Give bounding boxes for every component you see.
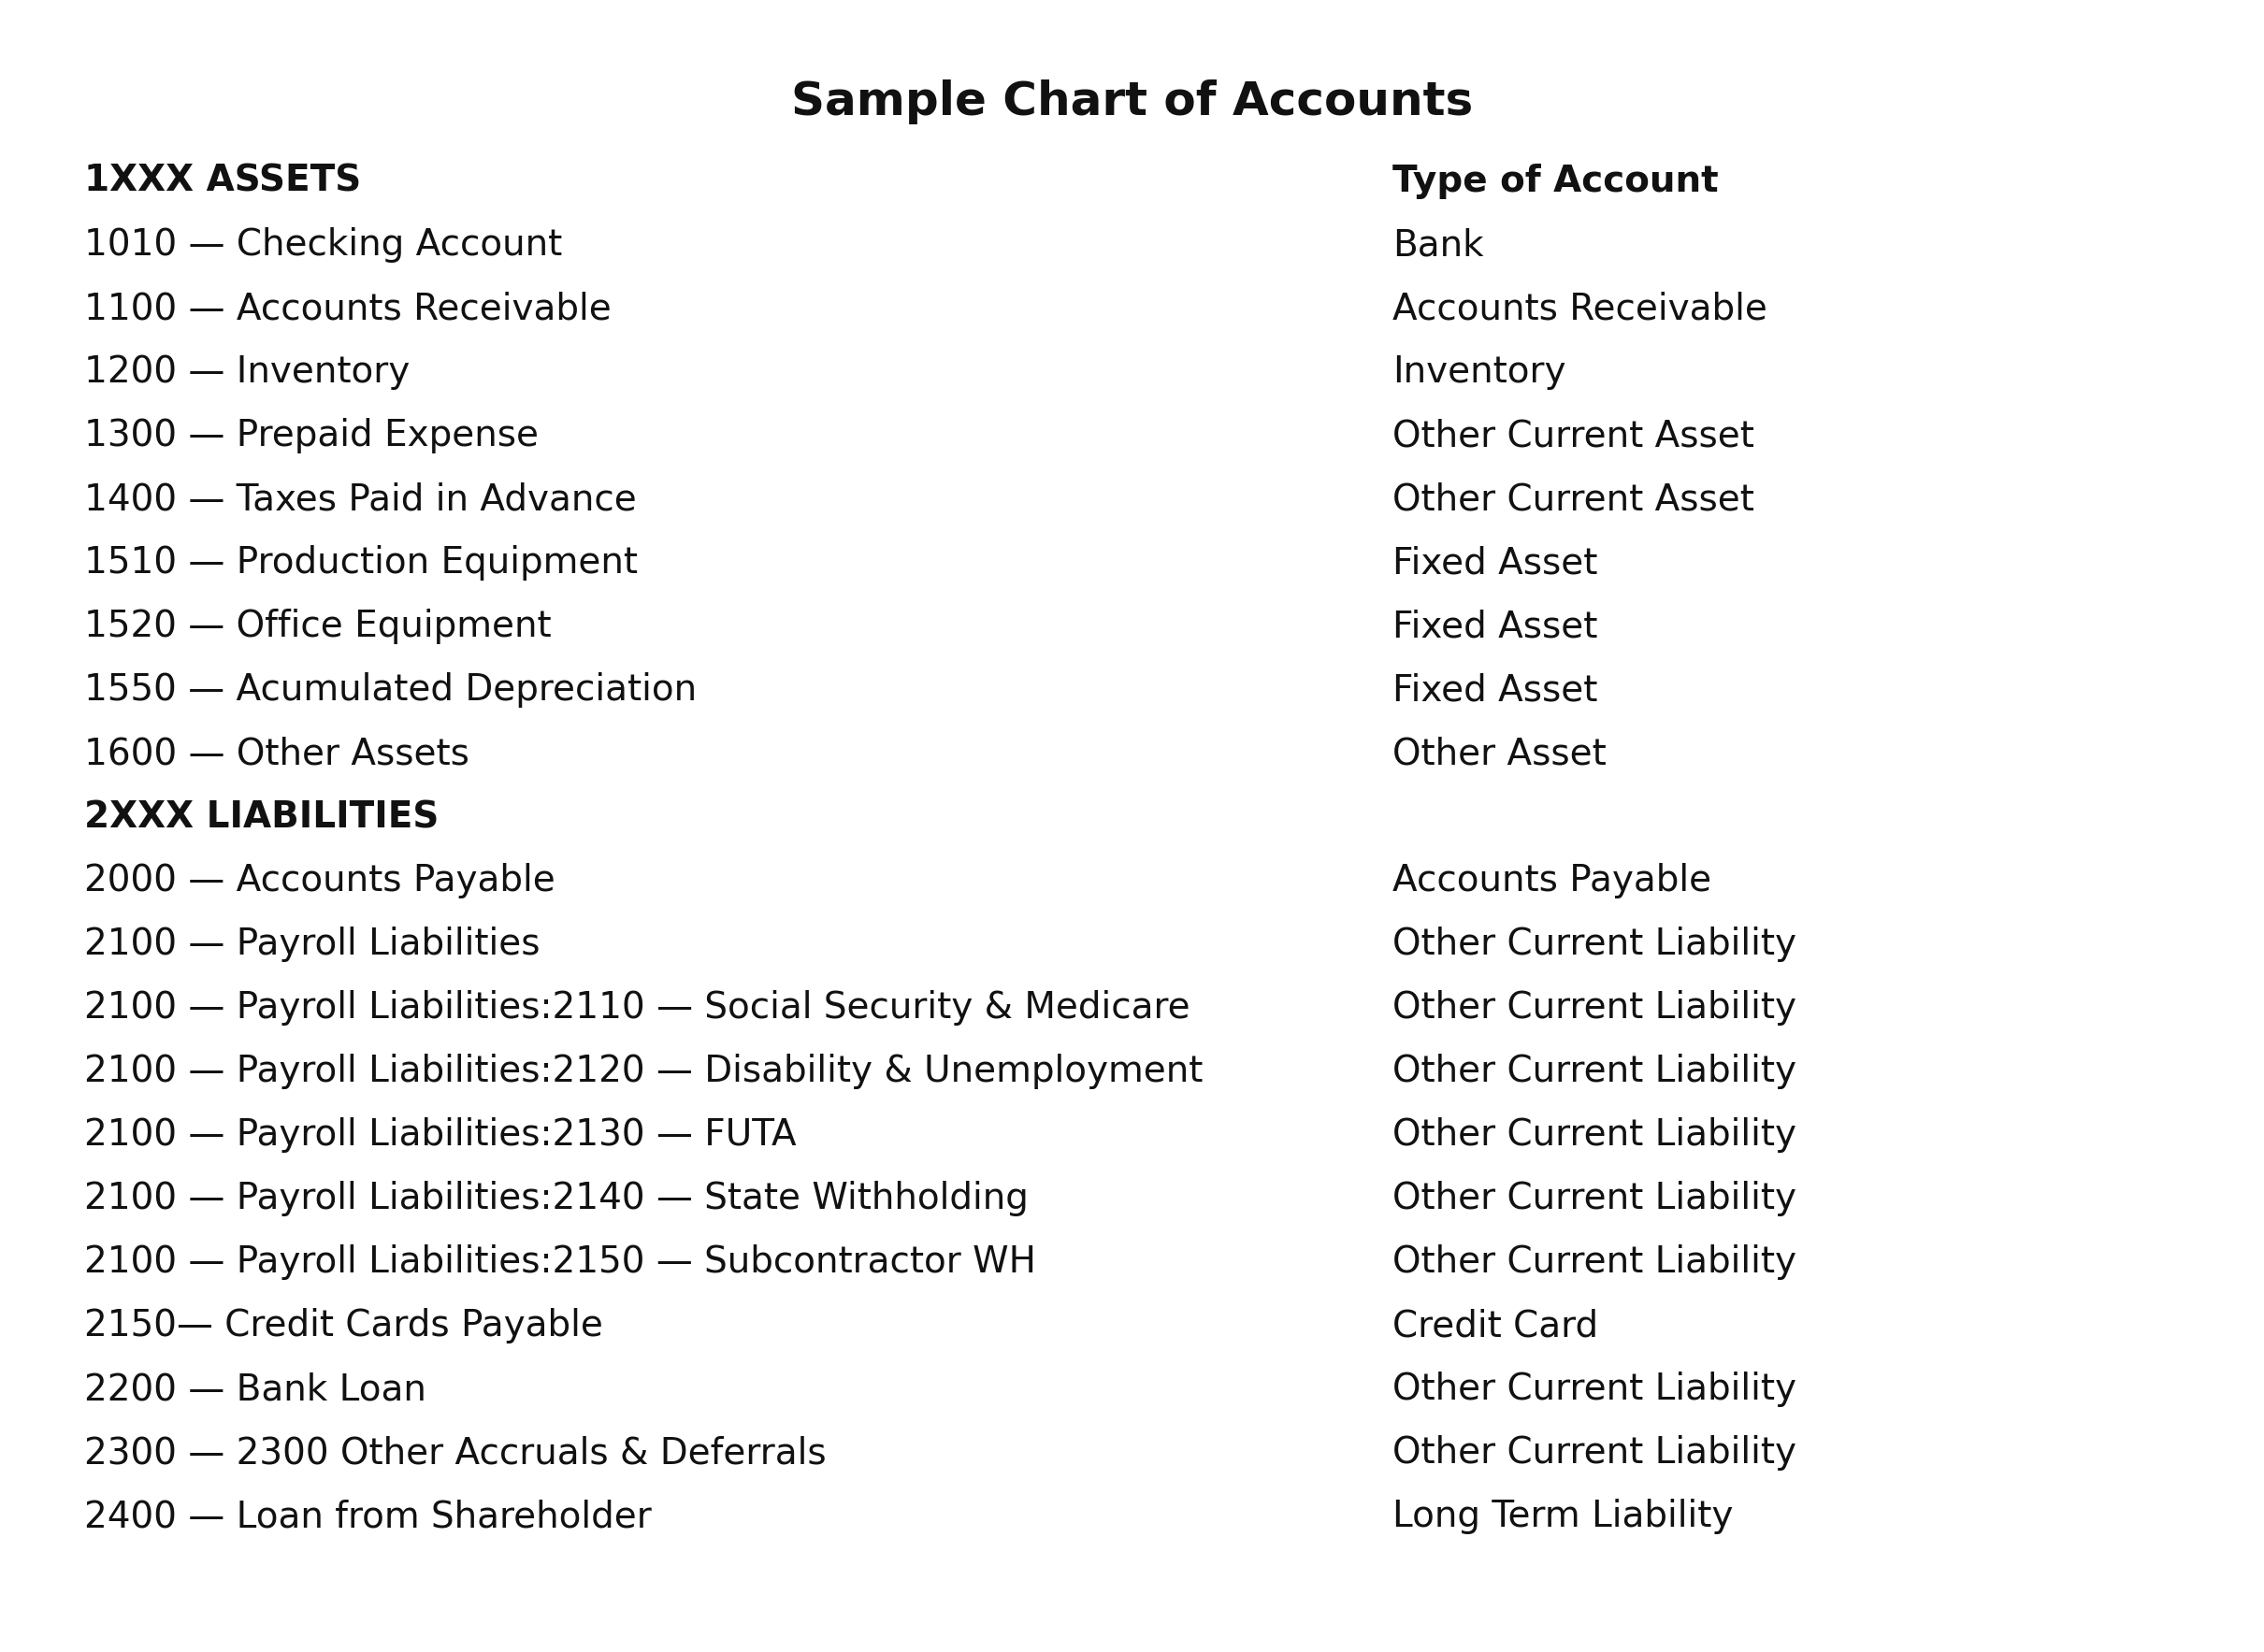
Text: 1510 — Production Equipment: 1510 — Production Equipment xyxy=(84,545,638,580)
Text: 1200 — Inventory: 1200 — Inventory xyxy=(84,354,410,390)
Text: Accounts Payable: Accounts Payable xyxy=(1392,862,1712,899)
Text: Other Current Liability: Other Current Liability xyxy=(1392,1244,1795,1280)
Text: 1XXX ASSETS: 1XXX ASSETS xyxy=(84,164,360,200)
Text: 1300 — Prepaid Expense: 1300 — Prepaid Expense xyxy=(84,418,539,453)
Text: 2100 — Payroll Liabilities:2130 — FUTA: 2100 — Payroll Liabilities:2130 — FUTA xyxy=(84,1117,797,1153)
Text: 1520 — Office Equipment: 1520 — Office Equipment xyxy=(84,608,550,644)
Text: Other Current Liability: Other Current Liability xyxy=(1392,1054,1795,1089)
Text: Other Current Liability: Other Current Liability xyxy=(1392,990,1795,1026)
Text: 2000 — Accounts Payable: 2000 — Accounts Payable xyxy=(84,862,555,899)
Text: 2100 — Payroll Liabilities:2110 — Social Security & Medicare: 2100 — Payroll Liabilities:2110 — Social… xyxy=(84,990,1189,1026)
Text: Credit Card: Credit Card xyxy=(1392,1308,1598,1343)
Text: Inventory: Inventory xyxy=(1392,354,1567,390)
Text: Accounts Receivable: Accounts Receivable xyxy=(1392,291,1768,327)
Text: 1010 — Checking Account: 1010 — Checking Account xyxy=(84,228,561,263)
Text: Other Asset: Other Asset xyxy=(1392,735,1605,771)
Text: 2150— Credit Cards Payable: 2150— Credit Cards Payable xyxy=(84,1308,602,1343)
Text: Other Current Liability: Other Current Liability xyxy=(1392,927,1795,961)
Text: Other Current Liability: Other Current Liability xyxy=(1392,1436,1795,1470)
Text: 2100 — Payroll Liabilities:2150 — Subcontractor WH: 2100 — Payroll Liabilities:2150 — Subcon… xyxy=(84,1244,1035,1280)
Text: 2XXX LIABILITIES: 2XXX LIABILITIES xyxy=(84,800,439,834)
Text: 2200 — Bank Loan: 2200 — Bank Loan xyxy=(84,1371,426,1408)
Text: 1100 — Accounts Receivable: 1100 — Accounts Receivable xyxy=(84,291,611,327)
Text: Other Current Asset: Other Current Asset xyxy=(1392,418,1755,453)
Text: 2100 — Payroll Liabilities:2120 — Disability & Unemployment: 2100 — Payroll Liabilities:2120 — Disabi… xyxy=(84,1054,1202,1089)
Text: 2100 — Payroll Liabilities:2140 — State Withholding: 2100 — Payroll Liabilities:2140 — State … xyxy=(84,1181,1028,1216)
Text: 2300 — 2300 Other Accruals & Deferrals: 2300 — 2300 Other Accruals & Deferrals xyxy=(84,1436,826,1470)
Text: Fixed Asset: Fixed Asset xyxy=(1392,672,1598,707)
Text: Sample Chart of Accounts: Sample Chart of Accounts xyxy=(790,79,1474,124)
Text: Other Current Liability: Other Current Liability xyxy=(1392,1371,1795,1408)
Text: 1400 — Taxes Paid in Advance: 1400 — Taxes Paid in Advance xyxy=(84,481,636,517)
Text: Other Current Liability: Other Current Liability xyxy=(1392,1181,1795,1216)
Text: Type of Account: Type of Account xyxy=(1392,164,1718,200)
Text: Long Term Liability: Long Term Liability xyxy=(1392,1498,1734,1535)
Text: Other Current Liability: Other Current Liability xyxy=(1392,1117,1795,1153)
Text: Fixed Asset: Fixed Asset xyxy=(1392,608,1598,644)
Text: Other Current Asset: Other Current Asset xyxy=(1392,481,1755,517)
Text: Fixed Asset: Fixed Asset xyxy=(1392,545,1598,580)
Text: Bank: Bank xyxy=(1392,228,1483,263)
Text: 1600 — Other Assets: 1600 — Other Assets xyxy=(84,735,469,771)
Text: 1550 — Acumulated Depreciation: 1550 — Acumulated Depreciation xyxy=(84,672,697,707)
Text: 2100 — Payroll Liabilities: 2100 — Payroll Liabilities xyxy=(84,927,539,961)
Text: 2400 — Loan from Shareholder: 2400 — Loan from Shareholder xyxy=(84,1498,652,1535)
